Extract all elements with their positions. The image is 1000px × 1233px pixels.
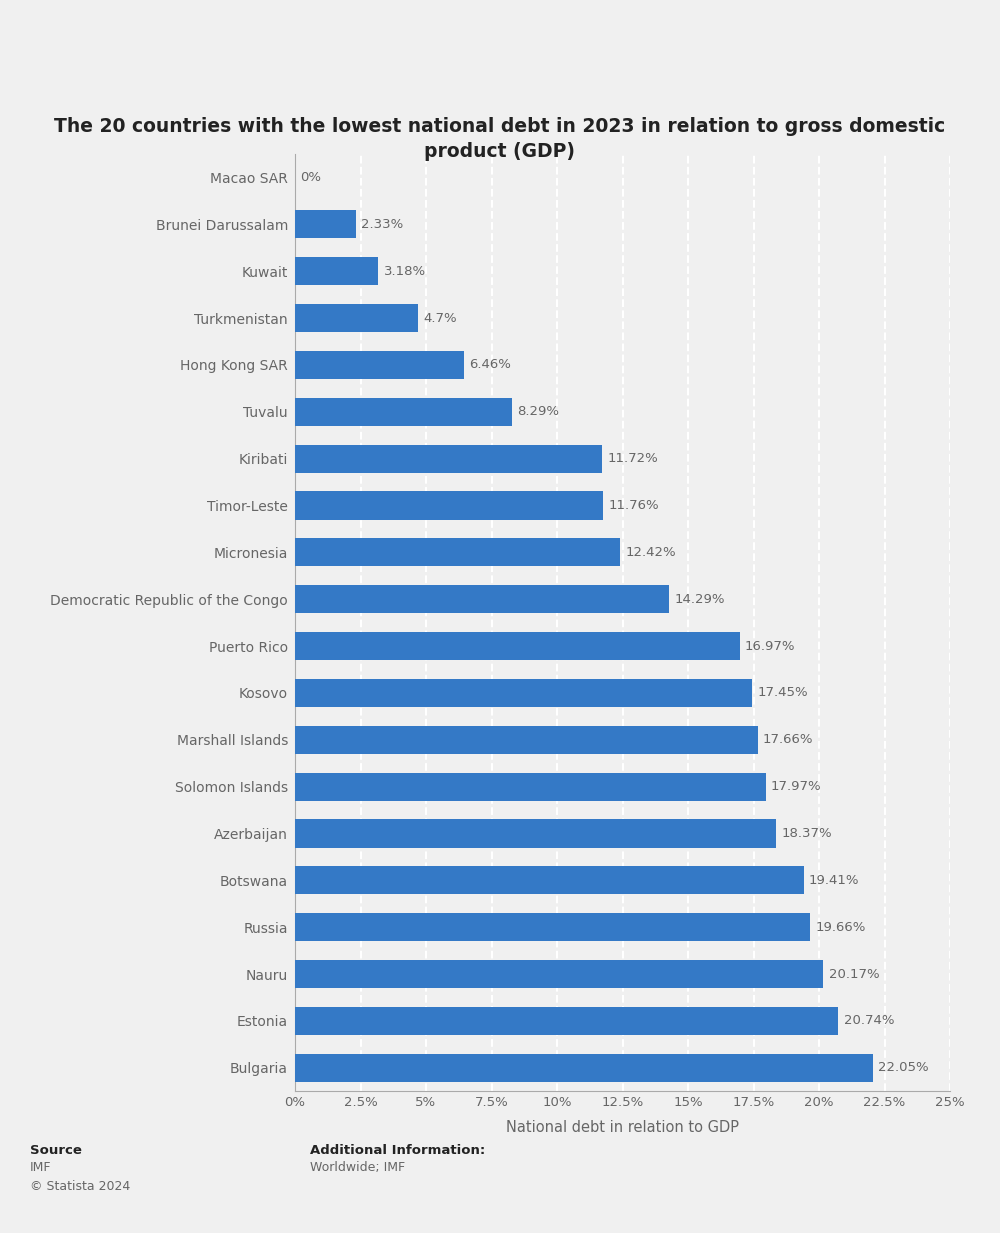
Bar [295, 492, 603, 519]
Text: 8.29%: 8.29% [517, 406, 559, 418]
Bar [295, 211, 356, 238]
Text: 19.66%: 19.66% [815, 921, 866, 933]
Text: 17.66%: 17.66% [763, 734, 813, 746]
Text: 12.42%: 12.42% [626, 546, 676, 559]
Text: 20.17%: 20.17% [829, 968, 879, 980]
Bar [295, 258, 378, 285]
Text: 22.05%: 22.05% [878, 1062, 929, 1074]
Bar [295, 1054, 873, 1081]
Text: 11.76%: 11.76% [608, 499, 659, 512]
Text: 14.29%: 14.29% [675, 593, 725, 605]
X-axis label: National debt in relation to GDP: National debt in relation to GDP [506, 1120, 739, 1136]
Text: 19.41%: 19.41% [809, 874, 859, 887]
Text: 17.97%: 17.97% [771, 780, 822, 793]
Text: Source: Source [30, 1144, 82, 1158]
Text: 18.37%: 18.37% [782, 827, 832, 840]
Bar [295, 867, 804, 894]
Text: 2.33%: 2.33% [361, 218, 404, 231]
Bar [295, 305, 418, 332]
Text: 4.7%: 4.7% [423, 312, 457, 324]
Text: 3.18%: 3.18% [384, 265, 426, 277]
Bar [295, 398, 512, 425]
Text: 16.97%: 16.97% [745, 640, 795, 652]
Bar [295, 351, 464, 379]
Bar [295, 539, 620, 566]
Bar [295, 726, 758, 753]
Text: 17.45%: 17.45% [757, 687, 808, 699]
Bar [295, 679, 752, 707]
Text: The 20 countries with the lowest national debt in 2023 in relation to gross dome: The 20 countries with the lowest nationa… [54, 117, 946, 162]
Text: Additional Information:: Additional Information: [310, 1144, 485, 1158]
Bar [295, 914, 810, 941]
Bar [295, 820, 776, 847]
Text: 0%: 0% [300, 171, 321, 184]
Bar [295, 633, 740, 660]
Text: 6.46%: 6.46% [469, 359, 511, 371]
Bar [295, 1007, 838, 1034]
Bar [295, 586, 669, 613]
Text: 11.72%: 11.72% [607, 453, 658, 465]
Bar [295, 961, 823, 988]
Bar [295, 445, 602, 472]
Text: Worldwide; IMF: Worldwide; IMF [310, 1161, 405, 1175]
Text: 20.74%: 20.74% [844, 1015, 894, 1027]
Bar [295, 773, 766, 800]
Text: IMF
© Statista 2024: IMF © Statista 2024 [30, 1161, 130, 1194]
